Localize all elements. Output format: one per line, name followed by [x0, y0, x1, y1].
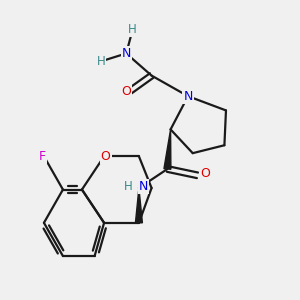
Text: O: O: [121, 85, 131, 98]
Text: N: N: [139, 180, 148, 193]
Text: H: H: [128, 23, 137, 36]
Text: O: O: [101, 150, 111, 163]
Text: H: H: [124, 180, 132, 193]
Text: N: N: [122, 47, 131, 60]
Text: N: N: [183, 90, 193, 103]
Polygon shape: [135, 188, 142, 223]
Polygon shape: [164, 129, 171, 169]
Text: F: F: [39, 150, 46, 163]
Text: H: H: [97, 55, 105, 68]
Text: O: O: [200, 167, 210, 180]
